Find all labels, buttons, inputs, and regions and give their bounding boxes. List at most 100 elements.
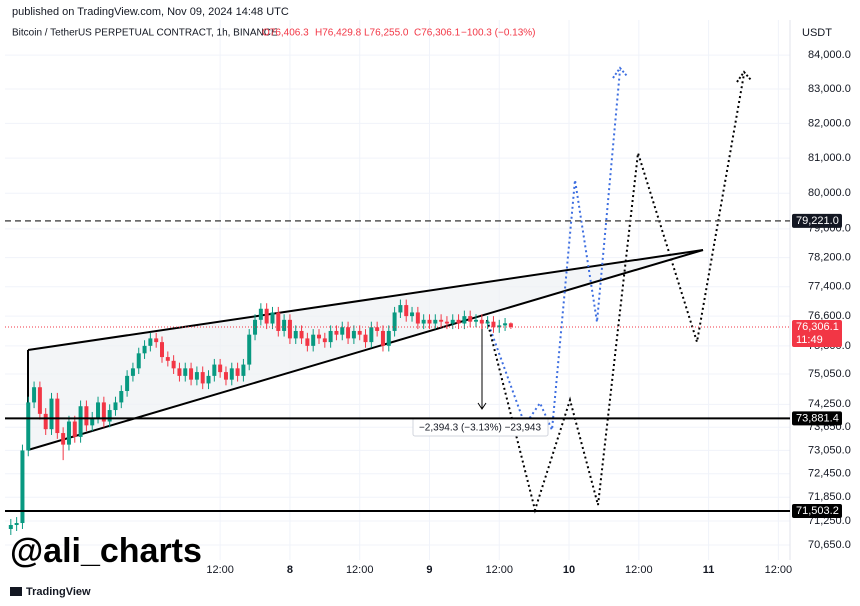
candle-body: [189, 368, 194, 380]
candle-body: [136, 353, 141, 369]
candle-body: [462, 316, 467, 324]
candle-body: [386, 330, 391, 346]
candle-body: [154, 338, 159, 343]
x-tick-label: 9: [426, 564, 432, 576]
candle-body: [322, 338, 327, 343]
candle-body: [392, 312, 397, 331]
candle-body: [200, 372, 205, 384]
x-tick-label: 12:00: [765, 564, 793, 576]
candle-body: [270, 312, 275, 324]
candle-body: [258, 308, 263, 320]
candle-body: [14, 523, 19, 526]
level-label: 71,503.2: [796, 505, 839, 517]
candle-body: [398, 305, 403, 313]
candle-body: [340, 327, 345, 335]
candle-body: [247, 334, 252, 365]
candle-body: [20, 450, 25, 524]
candle-body: [8, 525, 13, 529]
y-tick-label: 73,050.0: [808, 444, 851, 456]
candle-body: [444, 321, 449, 324]
candle-body: [433, 319, 438, 324]
y-tick-label: 81,000.0: [808, 152, 851, 164]
legend-open: O76,406.3: [262, 28, 309, 39]
candle-body: [363, 334, 368, 343]
candle-body: [142, 345, 147, 354]
arrow-blue: [612, 66, 628, 79]
candle-body: [497, 325, 502, 328]
candle-body: [241, 364, 246, 376]
drawings: −2,394.3 (−3.13%) −23,943: [27, 66, 752, 514]
candle-body: [84, 406, 89, 426]
candle-body: [148, 338, 153, 346]
candle-body: [206, 375, 211, 384]
candle-body: [194, 372, 199, 380]
measure-label: −2,394.3 (−3.13%) −23,943: [419, 423, 541, 434]
candle-body: [317, 334, 321, 339]
candle-body: [32, 387, 37, 403]
y-tick-label: 70,650.0: [808, 539, 851, 551]
candle-body: [61, 433, 66, 445]
candle-body: [253, 319, 258, 335]
candle-body: [130, 368, 135, 376]
candle-body: [72, 421, 77, 437]
currency: USDT: [802, 27, 832, 39]
level-badge: [792, 213, 842, 228]
candle-body: [305, 338, 310, 346]
candle-body: [264, 308, 269, 324]
published: published on TradingView.com, Nov 09, 20…: [12, 6, 289, 18]
candle-body: [328, 330, 333, 343]
candle-body: [218, 364, 223, 373]
candle-body: [334, 330, 339, 335]
legend-high: H76,429.8: [315, 28, 362, 39]
candle-body: [299, 330, 304, 339]
watermark: @ali_charts: [10, 532, 202, 570]
candle-body: [37, 387, 42, 414]
candle-body: [311, 334, 316, 346]
candle-body: [410, 312, 415, 317]
y-tick-label: 78,200.0: [808, 252, 851, 264]
measure-arrow: [477, 402, 487, 410]
candle-body: [369, 327, 374, 343]
x-tick-label: 12:00: [485, 564, 513, 576]
candle-body: [78, 406, 83, 437]
candle-body: [177, 368, 182, 376]
candle-body: [235, 368, 240, 376]
last-price-countdown: 11:49: [796, 334, 823, 346]
legend-change: −100.3 (−0.13%): [461, 28, 536, 39]
legend-close: C76,306.1: [414, 28, 461, 39]
level-label: 73,881.4: [796, 412, 839, 424]
candle-body: [229, 368, 234, 380]
y-tick-label: 76,600.0: [808, 310, 851, 322]
candle-body: [26, 402, 31, 451]
last-price-label: 76,306.1: [796, 321, 839, 333]
y-tick-label: 83,000.0: [808, 83, 851, 95]
candle-body: [380, 330, 385, 346]
y-tick-label: 77,400.0: [808, 281, 851, 293]
y-tick-label: 71,850.0: [808, 491, 851, 503]
candle-body: [282, 319, 287, 331]
x-tick-label: 12:00: [625, 564, 653, 576]
legend-low: L76,255.0: [364, 28, 409, 39]
candle-body: [485, 321, 490, 324]
symbol: Bitcoin / TetherUS PERPETUAL CONTRACT, 1…: [12, 28, 278, 39]
projection-blue: [486, 69, 621, 434]
candle-body: [171, 360, 176, 369]
brand-logo: [10, 587, 22, 596]
candle-body: [212, 364, 217, 376]
candle-body: [125, 375, 130, 392]
x-tick-label: 12:00: [206, 564, 234, 576]
candle-body: [474, 319, 478, 322]
candle-body: [223, 372, 228, 380]
candle-body: [293, 330, 298, 339]
y-tick-label: 84,000.0: [808, 49, 851, 61]
candle-body: [479, 319, 484, 324]
candle-body: [375, 327, 380, 331]
candle-body: [456, 319, 461, 324]
candle-body: [276, 312, 281, 331]
candle-body: [49, 398, 54, 430]
y-tick-label: 80,000.0: [808, 187, 851, 199]
level-label: 79,221.0: [796, 215, 839, 227]
y-tick-label: 82,000.0: [808, 117, 851, 129]
